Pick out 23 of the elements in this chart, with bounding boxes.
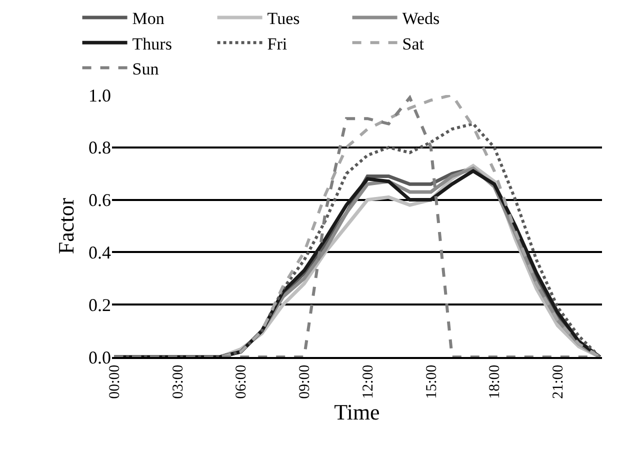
legend-label: Weds <box>402 9 440 28</box>
x-tick-label: 00:00 <box>106 364 123 399</box>
x-tick-label: 09:00 <box>297 364 314 399</box>
x-tick-label: 12:00 <box>360 364 376 399</box>
y-tick-label: 1.0 <box>88 85 111 106</box>
y-tick-label: 0.2 <box>88 294 111 315</box>
legend-label: Tues <box>267 9 300 28</box>
legend-label: Thurs <box>132 34 172 54</box>
y-tick-label: 0.0 <box>88 347 111 368</box>
y-tick-label: 0.4 <box>88 242 111 262</box>
x-tick-label: 03:00 <box>170 364 186 399</box>
legend-label: Mon <box>132 9 165 28</box>
x-tick-label: 06:00 <box>234 364 250 399</box>
legend-label: Sat <box>402 34 424 54</box>
legend-label: Fri <box>267 34 288 54</box>
x-tick-label: 15:00 <box>424 364 440 399</box>
y-tick-label: 0.6 <box>88 190 111 210</box>
x-tick-label: 21:00 <box>550 364 567 399</box>
y-tick-label: 0.8 <box>88 138 111 158</box>
x-axis-title: Time <box>334 399 380 424</box>
legend-label: Sun <box>132 59 160 78</box>
y-axis-title: Factor <box>53 197 78 254</box>
x-tick-label: 18:00 <box>487 364 504 399</box>
